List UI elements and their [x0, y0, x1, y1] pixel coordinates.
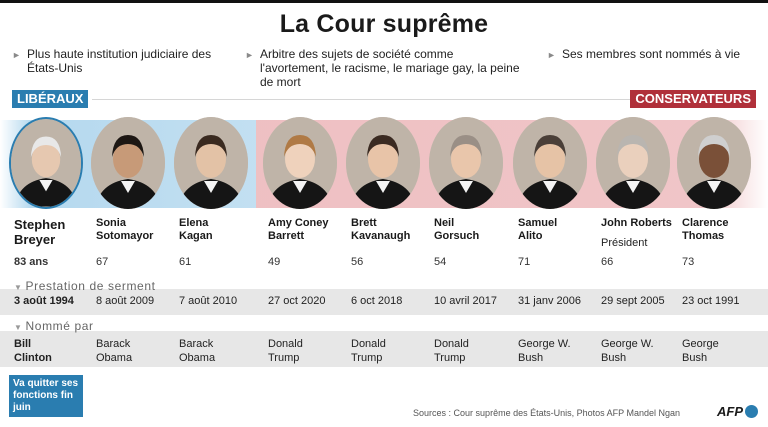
justice-name: Clarence Thomas — [682, 217, 729, 242]
justice-name: Elena Kagan — [179, 217, 213, 242]
justice-age: 83 ans — [14, 256, 49, 268]
top-rule — [0, 0, 768, 3]
oath-strip — [0, 289, 768, 315]
oath-date: 23 oct 1991 — [682, 295, 740, 307]
justice-age: 56 — [351, 256, 364, 268]
oath-date: 7 août 2010 — [179, 295, 238, 307]
justice-column: Amy Coney Barrett 49 27 oct 2020 Donald Trump — [262, 0, 346, 427]
oath-date: 27 oct 2020 — [268, 295, 326, 307]
portrait-image — [91, 117, 165, 209]
conservative-group-label: CONSERVATEURS — [630, 90, 756, 108]
arrow-right-icon: ► — [12, 50, 21, 60]
justice-name: John Roberts — [601, 217, 672, 229]
justice-portrait — [9, 117, 83, 209]
appointing-president: Donald Trump — [268, 338, 303, 364]
justice-age: 49 — [268, 256, 281, 268]
justice-role: Président — [601, 237, 648, 249]
appointing-president: Bill Clinton — [14, 338, 52, 364]
justice-column: Stephen Breyer 83 ans 3 août 1994 Bill Clinto… — [8, 0, 92, 427]
oath-date: 29 sept 2005 — [601, 295, 665, 307]
appointing-president: George W. Bush — [518, 338, 571, 364]
appointed-section-label: ▼ Nommé par — [14, 319, 94, 333]
appointing-president: George W. Bush — [601, 338, 654, 364]
justice-portrait — [174, 117, 248, 209]
portrait-image — [677, 117, 751, 209]
bullet-3: ► Ses membres sont nommés à vie — [547, 47, 741, 61]
justice-name: Stephen Breyer — [14, 217, 66, 247]
arrow-right-icon: ► — [547, 50, 556, 60]
justice-column: Samuel Alito 71 31 janv 2006 George W. Bush — [512, 0, 596, 427]
portrait-image — [513, 117, 587, 209]
appointed-strip — [0, 331, 768, 367]
portrait-image — [596, 117, 670, 209]
justice-name: Amy Coney Barrett — [268, 217, 329, 242]
appointing-president: George Bush — [682, 338, 719, 364]
justice-name: Neil Gorsuch — [434, 217, 480, 242]
page-title: La Cour suprême — [279, 10, 489, 38]
justice-portrait — [429, 117, 503, 209]
oath-date: 31 janv 2006 — [518, 295, 581, 307]
appointing-president: Donald Trump — [434, 338, 469, 364]
justice-portrait — [263, 117, 337, 209]
oath-date: 10 avril 2017 — [434, 295, 497, 307]
justice-name: Brett Kavanaugh — [351, 217, 411, 242]
justice-column: Neil Gorsuch 54 10 avril 2017 Donald Trump — [428, 0, 512, 427]
leaving-note: Va quitter ses fonctions fin juin — [9, 375, 83, 417]
portrait-image — [263, 117, 337, 209]
portrait-image — [174, 117, 248, 209]
oath-date: 6 oct 2018 — [351, 295, 403, 307]
justice-age: 66 — [601, 256, 614, 268]
justice-age: 54 — [434, 256, 447, 268]
liberal-group-label: LIBÉRAUX — [12, 90, 89, 108]
afp-logo: AFP — [717, 404, 758, 419]
justice-column: Elena Kagan 61 7 août 2010 Barack Obama — [173, 0, 257, 427]
justice-column: Sonia Sotomayor 67 8 août 2009 Barack Obama — [90, 0, 174, 427]
justice-name: Sonia Sotomayor — [96, 217, 154, 242]
justice-portrait — [677, 117, 751, 209]
justice-column: John Roberts Président 66 29 sept 2005 Georg… — [595, 0, 679, 427]
justice-column: Brett Kavanaugh 56 6 oct 2018 Donald Trump — [345, 0, 429, 427]
sources-credit: Sources : Cour suprême des États-Unis, P… — [413, 408, 680, 418]
arrow-right-icon: ► — [245, 50, 254, 60]
justice-portrait — [91, 117, 165, 209]
afp-dot-icon — [745, 405, 758, 418]
oath-section-label: ▼ Prestation de serment — [14, 279, 156, 293]
appointing-president: Barack Obama — [96, 338, 133, 364]
oath-date: 3 août 1994 — [14, 295, 74, 307]
oath-date: 8 août 2009 — [96, 295, 155, 307]
portrait-image — [429, 117, 503, 209]
justice-portrait — [513, 117, 587, 209]
appointing-president: Barack Obama — [179, 338, 216, 364]
justice-age: 71 — [518, 256, 531, 268]
triangle-down-icon: ▼ — [14, 283, 23, 292]
bullet-2: ► Arbitre des sujets de société comme l'a… — [245, 47, 520, 89]
justice-portrait — [596, 117, 670, 209]
justice-portrait — [346, 117, 420, 209]
appointing-president: Donald Trump — [351, 338, 386, 364]
portrait-image — [11, 119, 81, 207]
justice-age: 61 — [179, 256, 192, 268]
bullet-1: ► Plus haute institution judiciaire des É… — [12, 47, 212, 75]
triangle-down-icon: ▼ — [14, 323, 23, 332]
divider — [92, 99, 632, 100]
justice-age: 73 — [682, 256, 695, 268]
justice-column: Clarence Thomas 73 23 oct 1991 George Bush — [676, 0, 760, 427]
justice-name: Samuel Alito — [518, 217, 558, 242]
justice-age: 67 — [96, 256, 109, 268]
portrait-image — [346, 117, 420, 209]
